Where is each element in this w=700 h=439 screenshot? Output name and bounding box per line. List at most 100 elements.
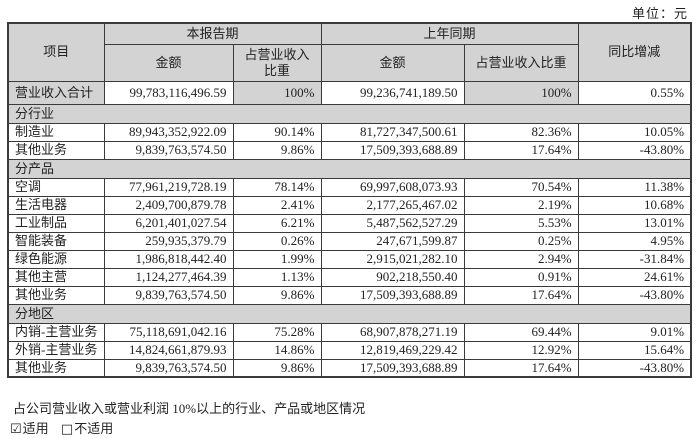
- header-prior-amount: 金额: [320, 43, 465, 82]
- section-row: 分产品: [7, 158, 692, 179]
- table-row: 生活电器 2,409,700,879.78 2.41% 2,177,265,467.0…: [7, 195, 692, 215]
- current-amount: 89,943,352,922.09: [103, 122, 234, 142]
- section-label: 分行业: [7, 103, 692, 124]
- section-row: 分地区: [7, 303, 692, 324]
- current-pct: 1.13%: [232, 267, 322, 287]
- header-row-measures: 金额 占营业收入比重 金额 占营业收入比重: [8, 43, 691, 82]
- applicable-option: ☑适用: [10, 421, 49, 437]
- row-label: 外销-主营业务: [7, 340, 105, 360]
- prior-amount: 2,177,265,467.02: [320, 195, 465, 215]
- current-amount: 259,935,379.79: [103, 231, 234, 251]
- table-row: 绿色能源 1,986,818,442.40 1.99% 2,915,021,282.1…: [7, 249, 692, 269]
- row-label: 制造业: [7, 122, 105, 142]
- prior-amount: 99,236,741,189.50: [320, 80, 465, 105]
- header-current-period: 本报告期: [103, 22, 322, 45]
- prior-amount: 5,487,562,527.29: [320, 213, 465, 233]
- revenue-table-body: 营业收入合计 99,783,116,496.59 100% 99,236,741,18…: [7, 80, 692, 378]
- row-label: 空调: [7, 177, 105, 197]
- yoy-value: 13.01%: [577, 213, 692, 233]
- current-pct: 90.14%: [232, 122, 322, 142]
- current-amount: 1,124,277,464.39: [103, 267, 234, 287]
- yoy-value: -43.80%: [577, 358, 692, 378]
- yoy-value: 10.68%: [577, 195, 692, 215]
- row-label: 其他业务: [7, 140, 105, 160]
- applicability-row: ☑适用 □不适用: [10, 418, 113, 437]
- prior-pct: 12.92%: [463, 340, 579, 360]
- prior-pct: 2.19%: [463, 195, 579, 215]
- current-amount: 14,824,661,879.93: [103, 340, 234, 360]
- row-label: 工业制品: [7, 213, 105, 233]
- total-row: 营业收入合计 99,783,116,496.59 100% 99,236,741,18…: [7, 80, 692, 105]
- current-amount: 9,839,763,574.50: [103, 285, 234, 305]
- table-row: 空调 77,961,219,728.19 78.14% 69,997,608,073.…: [7, 177, 692, 197]
- table-row: 外销-主营业务 14,824,661,879.93 14.86% 12,819,469…: [7, 340, 692, 360]
- prior-amount: 902,218,550.40: [320, 267, 465, 287]
- current-amount: 75,118,691,042.16: [103, 322, 234, 342]
- current-pct: 2.41%: [232, 195, 322, 215]
- header-prior-period: 上年同期: [320, 22, 579, 45]
- yoy-value: 0.55%: [577, 80, 692, 105]
- current-pct: 9.86%: [232, 140, 322, 160]
- prior-amount: 17,509,393,688.89: [320, 140, 465, 160]
- prior-amount: 81,727,347,500.61: [320, 122, 465, 142]
- prior-pct: 17.64%: [463, 285, 579, 305]
- table-row: 其他业务 9,839,763,574.50 9.86% 17,509,393,688.…: [7, 358, 692, 378]
- row-label: 其他主营: [7, 267, 105, 287]
- current-amount: 2,409,700,879.78: [103, 195, 234, 215]
- yoy-value: 4.95%: [577, 231, 692, 251]
- row-label: 其他业务: [7, 358, 105, 378]
- applicable-label: 适用: [22, 421, 49, 436]
- table-header: 项目 本报告期 上年同期 同比增减 金额 占营业收入比重 金额 占营业收入比重: [7, 22, 692, 82]
- current-amount: 9,839,763,574.50: [103, 358, 234, 378]
- table-row: 工业制品 6,201,401,027.54 6.21% 5,487,562,527.2…: [7, 213, 692, 233]
- current-pct: 6.21%: [232, 213, 322, 233]
- prior-amount: 247,671,599.87: [320, 231, 465, 251]
- header-current-amount: 金额: [103, 43, 234, 82]
- prior-amount: 12,819,469,229.42: [320, 340, 465, 360]
- header-prior-pct: 占营业收入比重: [463, 43, 579, 82]
- row-label: 营业收入合计: [7, 80, 105, 105]
- current-amount: 77,961,219,728.19: [103, 177, 234, 197]
- yoy-value: 24.61%: [577, 267, 692, 287]
- current-amount: 6,201,401,027.54: [103, 213, 234, 233]
- prior-pct: 5.53%: [463, 213, 579, 233]
- row-label: 智能装备: [7, 231, 105, 251]
- unchecked-checkbox-icon: □: [60, 422, 74, 437]
- yoy-value: 15.64%: [577, 340, 692, 360]
- yoy-value: 11.38%: [577, 177, 692, 197]
- prior-pct: 17.64%: [463, 140, 579, 160]
- current-pct: 78.14%: [232, 177, 322, 197]
- header-current-pct: 占营业收入比重: [232, 43, 322, 82]
- yoy-value: -31.84%: [577, 249, 692, 269]
- revenue-breakdown-table: 项目 本报告期 上年同期 同比增减 金额 占营业收入比重 金额 占营业收入比重 …: [7, 22, 693, 378]
- current-amount: 9,839,763,574.50: [103, 140, 234, 160]
- not-applicable-option: □不适用: [60, 421, 114, 437]
- table-row: 其他业务 9,839,763,574.50 9.86% 17,509,393,688.…: [7, 140, 692, 160]
- not-applicable-label: 不适用: [74, 421, 114, 436]
- yoy-value: -43.80%: [577, 140, 692, 160]
- prior-pct: 0.91%: [463, 267, 579, 287]
- table-row: 智能装备 259,935,379.79 0.26% 247,671,599.87 0.2…: [7, 231, 692, 251]
- row-label: 绿色能源: [7, 249, 105, 269]
- row-label: 内销-主营业务: [7, 322, 105, 342]
- unit-label: 单位：元: [631, 6, 688, 21]
- header-yoy-change: 同比增减: [577, 22, 692, 82]
- current-pct: 14.86%: [232, 340, 322, 360]
- prior-pct: 69.44%: [463, 322, 579, 342]
- yoy-value: 9.01%: [577, 322, 692, 342]
- current-amount: 1,986,818,442.40: [103, 249, 234, 269]
- current-pct: 9.86%: [232, 285, 322, 305]
- table-row: 其他主营 1,124,277,464.39 1.13% 902,218,550.40 0…: [7, 267, 692, 287]
- section-label: 分地区: [7, 303, 692, 324]
- header-row-periods: 项目 本报告期 上年同期 同比增减: [7, 22, 692, 82]
- prior-amount: 17,509,393,688.89: [320, 358, 465, 378]
- section-label: 分产品: [7, 158, 692, 179]
- prior-pct: 2.94%: [463, 249, 579, 269]
- table-row: 内销-主营业务 75,118,691,042.16 75.28% 68,907,878…: [7, 322, 692, 342]
- section-row: 分行业: [7, 103, 692, 124]
- checked-checkbox-icon: ☑: [10, 422, 22, 437]
- current-pct: 1.99%: [232, 249, 322, 269]
- current-pct: 100%: [232, 80, 322, 105]
- prior-amount: 68,907,878,271.19: [320, 322, 465, 342]
- current-pct: 9.86%: [232, 358, 322, 378]
